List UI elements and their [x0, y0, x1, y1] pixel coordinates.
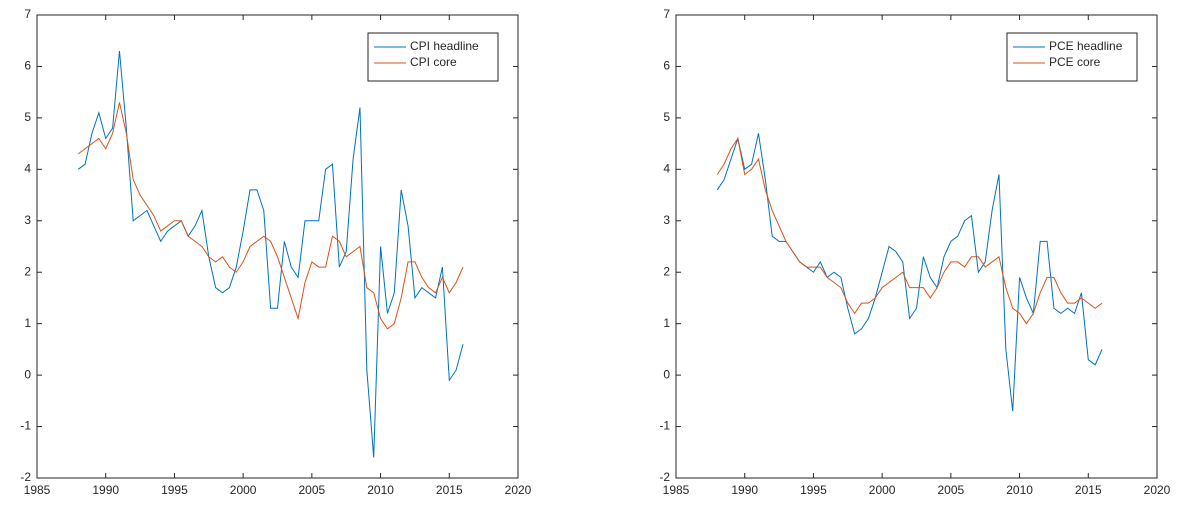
y-tick-label: 6 — [663, 59, 670, 73]
y-tick-label: 2 — [24, 264, 31, 278]
x-tick-label: 2020 — [1144, 483, 1171, 497]
x-tick-label: 2000 — [230, 483, 257, 497]
chart-panel: 1985 1990 1995 2000 2005 2010 2015 2020 -2 -1 0 1 2 3… — [659, 7, 1170, 497]
y-tick-label: 0 — [663, 367, 670, 381]
series-line — [77, 50, 464, 458]
series-line — [77, 102, 464, 330]
legend-box — [1006, 32, 1138, 82]
plot-area — [676, 15, 1157, 478]
x-tick-label: 2010 — [367, 483, 394, 497]
axes-box — [36, 14, 519, 479]
series-line — [716, 137, 1103, 325]
legend-label: PCE headline — [1049, 39, 1123, 53]
chart-panel: 1985 1990 1995 2000 2005 2010 2015 2020 -2 -1 0 1 2 3… — [20, 7, 531, 497]
y-tick-label: 1 — [24, 316, 31, 330]
y-tick-label: 7 — [24, 7, 31, 21]
y-tick-label: 6 — [24, 59, 31, 73]
x-tick-label: 2015 — [436, 483, 463, 497]
series-line — [716, 133, 1103, 412]
legend-box — [367, 32, 499, 82]
x-tick-label: 1995 — [800, 483, 827, 497]
x-tick-label: 1985 — [663, 483, 690, 497]
plot-area — [37, 15, 518, 478]
y-tick-label: -1 — [20, 419, 31, 433]
y-tick-label: 0 — [24, 367, 31, 381]
y-tick-label: 2 — [663, 264, 670, 278]
y-tick-label: -2 — [659, 470, 670, 484]
x-tick-label: 2015 — [1075, 483, 1102, 497]
y-tick-label: -1 — [659, 419, 670, 433]
y-tick-label: 3 — [663, 213, 670, 227]
y-tick-label: 5 — [24, 110, 31, 124]
legend-label: CPI core — [410, 55, 457, 69]
y-tick-label: -2 — [20, 470, 31, 484]
legend-label: CPI headline — [410, 39, 479, 53]
x-tick-label: 2010 — [1006, 483, 1033, 497]
axes-box — [675, 14, 1158, 479]
x-tick-label: 2020 — [505, 483, 532, 497]
x-tick-label: 1990 — [731, 483, 758, 497]
y-tick-label: 4 — [24, 162, 31, 176]
x-tick-label: 2005 — [299, 483, 326, 497]
x-tick-label: 1990 — [92, 483, 119, 497]
legend-label: PCE core — [1049, 55, 1101, 69]
x-tick-label: 1985 — [24, 483, 51, 497]
y-tick-label: 3 — [24, 213, 31, 227]
y-tick-label: 1 — [663, 316, 670, 330]
y-tick-label: 7 — [663, 7, 670, 21]
x-tick-label: 2005 — [938, 483, 965, 497]
x-tick-label: 1995 — [161, 483, 188, 497]
y-tick-label: 5 — [663, 110, 670, 124]
y-tick-label: 4 — [663, 162, 670, 176]
x-tick-label: 2000 — [869, 483, 896, 497]
